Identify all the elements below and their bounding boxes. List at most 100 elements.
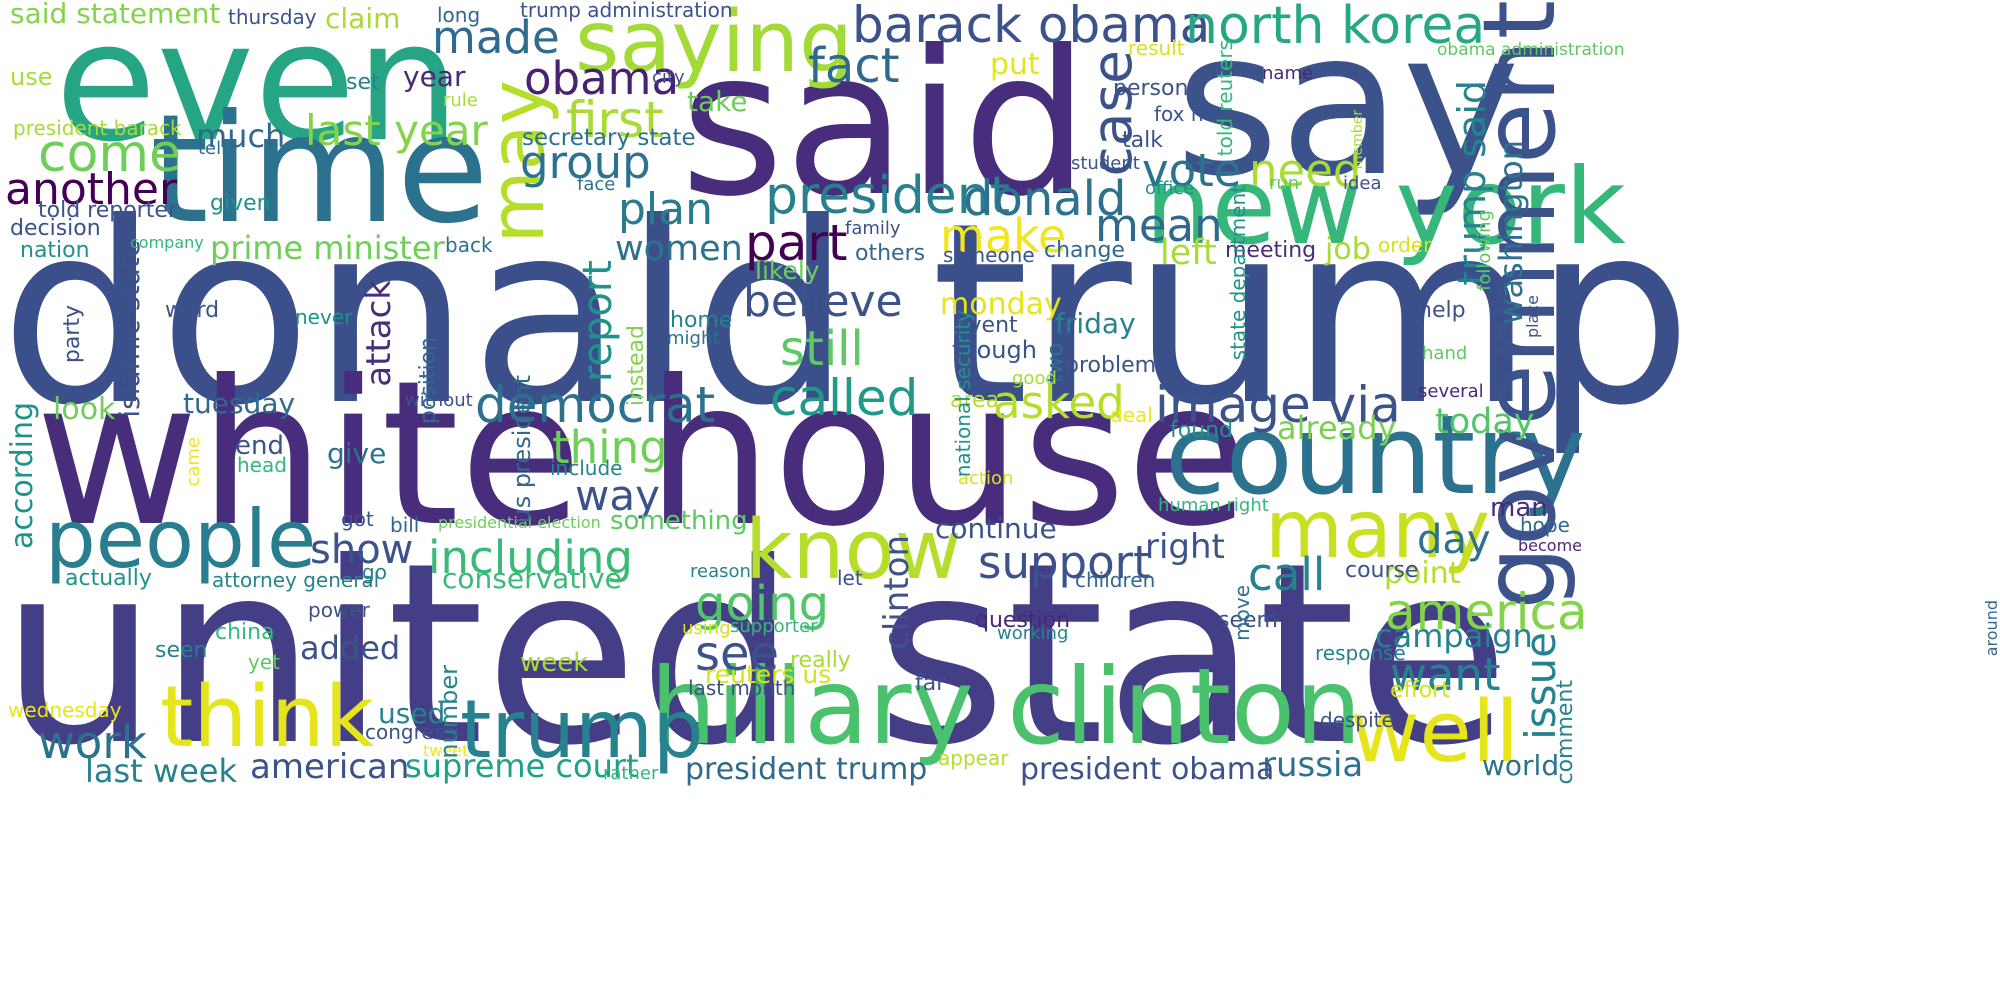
cloud-word: even [55, 0, 461, 178]
cloud-word: right [1145, 527, 1225, 567]
cloud-word: end [235, 431, 284, 461]
cloud-word: left [1160, 233, 1217, 273]
cloud-word: hand [1422, 343, 1468, 364]
cloud-word: wednesday [8, 698, 122, 722]
cloud-word: support [978, 536, 1151, 589]
cloud-word: children [1075, 568, 1156, 592]
cloud-word: year [403, 60, 466, 93]
cloud-word: vote [1142, 144, 1242, 197]
cloud-word: including [428, 531, 633, 584]
cloud-word: north korea [1185, 0, 1486, 56]
cloud-word: know [745, 503, 962, 598]
cloud-word: bill [390, 513, 420, 537]
cloud-word: president [765, 166, 1011, 226]
cloud-word: last week [85, 752, 237, 790]
cloud-word: seen [155, 638, 208, 663]
cloud-word: trump administration [520, 0, 733, 22]
cloud-word: action [958, 468, 1014, 489]
cloud-word: talk [1122, 128, 1163, 153]
cloud-word: attorney general [212, 568, 380, 592]
cloud-word: friday [1055, 307, 1136, 340]
cloud-word: help [1418, 298, 1466, 323]
cloud-word: word [165, 298, 220, 323]
cloud-word: american [250, 747, 410, 787]
cloud-word: something [610, 506, 748, 536]
cloud-word: tell [198, 138, 227, 159]
cloud-word: day [1417, 517, 1491, 563]
cloud-word: move [1230, 585, 1254, 641]
cloud-word: let [837, 566, 863, 590]
cloud-word: event [955, 313, 1018, 338]
cloud-word: decision [10, 216, 101, 241]
cloud-word: asked [993, 376, 1125, 429]
cloud-word: trump [460, 683, 704, 776]
cloud-word: use [10, 63, 53, 91]
cloud-word: barack obama [852, 0, 1211, 54]
cloud-word: president obama [1020, 752, 1275, 787]
cloud-word: donald trump [0, 169, 1693, 460]
cloud-word: last year [305, 106, 488, 155]
cloud-word: fact [808, 38, 900, 94]
cloud-word: called [770, 369, 919, 427]
cloud-word: others [855, 241, 926, 266]
cloud-word: part [745, 214, 848, 272]
cloud-word: actually [65, 566, 152, 591]
cloud-word: order [1378, 233, 1432, 257]
cloud-word: came [183, 437, 204, 487]
cloud-word: result [1128, 36, 1185, 60]
cloud-word: number [435, 665, 463, 759]
cloud-word: monday [940, 287, 1062, 322]
cloud-word: many [1265, 483, 1490, 576]
cloud-word: head [237, 453, 287, 477]
cloud-word: made [432, 11, 560, 64]
cloud-word: take [687, 85, 748, 118]
cloud-word: told reporter [38, 198, 177, 223]
cloud-word: see [695, 626, 780, 682]
cloud-word: office [1145, 178, 1195, 199]
cloud-word: added [300, 629, 401, 667]
cloud-word: country [1165, 391, 1586, 519]
cloud-word: look [53, 392, 116, 427]
cloud-word: mean [1095, 199, 1223, 252]
cloud-word: go [362, 560, 387, 584]
cloud-word: congress [365, 720, 455, 744]
cloud-word: conservative [442, 562, 622, 595]
cloud-word: islamic state [113, 240, 146, 418]
cloud-word: seem [1218, 608, 1278, 633]
cloud-word: saying [575, 0, 854, 92]
cloud-word: man [1490, 493, 1548, 523]
cloud-word: job [1325, 232, 1371, 267]
cloud-word: include [550, 456, 623, 480]
cloud-word: according [5, 402, 40, 549]
cloud-word: told reuters [1213, 40, 1237, 157]
cloud-word: time [150, 83, 489, 257]
cloud-word: show [310, 527, 414, 573]
cloud-word: today [1435, 402, 1535, 442]
cloud-word: call [1248, 548, 1326, 601]
cloud-word: united state [0, 509, 1510, 800]
cloud-word: used [378, 697, 446, 730]
cloud-word: reuters us [705, 660, 832, 689]
cloud-word: obama [524, 52, 680, 105]
cloud-word: america [1385, 583, 1588, 641]
cloud-word: city [652, 67, 685, 88]
cloud-word: might [667, 328, 720, 349]
cloud-word: supporter [730, 616, 818, 637]
cloud-word: week [520, 648, 589, 678]
cloud-word: attack [359, 280, 399, 387]
cloud-word: rather [603, 763, 659, 784]
cloud-word: world [1482, 749, 1560, 782]
cloud-word: us president [508, 375, 536, 524]
cloud-word: idea [1343, 173, 1382, 194]
cloud-word: obama administration [1437, 40, 1625, 60]
cloud-word: without [405, 390, 473, 411]
cloud-word: china [215, 620, 275, 645]
cloud-word: home [670, 308, 733, 333]
cloud-word: person [1113, 76, 1189, 101]
cloud-word: state department [1226, 185, 1250, 361]
cloud-word: company [130, 233, 204, 252]
cloud-word: thing [552, 421, 668, 474]
cloud-word: someone [943, 243, 1035, 267]
cloud-word: student [1071, 153, 1140, 174]
cloud-word: meeting [1225, 238, 1317, 263]
